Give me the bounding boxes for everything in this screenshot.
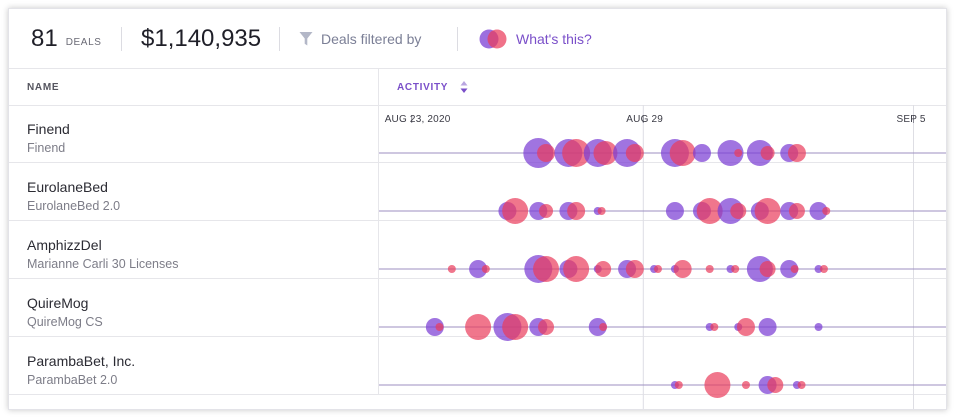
- deal-subtitle: ParambaBet 2.0: [27, 373, 118, 387]
- deal-count-group: 81 DEALS: [31, 9, 102, 68]
- activity-bubble-red: [730, 203, 747, 219]
- activity-bubble-red: [481, 265, 490, 273]
- deal-name[interactable]: Finend: [27, 121, 70, 137]
- deal-name[interactable]: EurolaneBed: [27, 179, 108, 195]
- deal-subtitle: QuireMog CS: [27, 315, 103, 329]
- activity-bubble-purple: [469, 260, 488, 278]
- activity-bubble-red: [797, 381, 806, 389]
- deal-row[interactable]: EurolaneBed EurolaneBed 2.0: [9, 163, 946, 221]
- filter-button[interactable]: Deals filtered by: [299, 9, 421, 68]
- deal-name-cell[interactable]: Finend Finend: [9, 105, 379, 162]
- activity-bubble-red: [625, 260, 644, 278]
- activity-bubble-purple: [588, 318, 607, 336]
- activity-timeline: AUG 23, 2020 AUG 29 SEP 5: [379, 105, 946, 409]
- activity-bubble-red: [593, 141, 618, 165]
- activity-bubble-red: [563, 256, 590, 282]
- activity-bubble-purple: [780, 260, 799, 278]
- activity-bubble-red: [447, 265, 456, 273]
- date-label: AUG 23, 2020: [385, 114, 451, 125]
- activity-bubble-red: [674, 381, 683, 389]
- deal-row[interactable]: ParambaBet, Inc. ParambaBet 2.0: [9, 337, 946, 395]
- activity-bubble-red: [734, 149, 743, 157]
- activity-bubble-red: [736, 318, 755, 336]
- activity-bubble-red: [567, 202, 586, 220]
- deal-name-cell[interactable]: EurolaneBed EurolaneBed 2.0: [9, 163, 379, 220]
- activity-bubble-red: [465, 314, 492, 340]
- activity-column-header[interactable]: ACTIVITY: [379, 68, 946, 106]
- activity-bubble-purple: [814, 323, 823, 331]
- whats-this-link[interactable]: What's this?: [478, 9, 592, 68]
- activity-bubble-purple: [758, 318, 777, 336]
- deal-name[interactable]: AmphizzDel: [27, 237, 102, 253]
- total-value-group: $1,140,935: [141, 9, 261, 68]
- activity-bubble-red: [710, 323, 719, 331]
- activity-bubble-red: [625, 144, 644, 162]
- deal-name-cell[interactable]: ParambaBet, Inc. ParambaBet 2.0: [9, 337, 379, 394]
- deal-name-cell[interactable]: QuireMog QuireMog CS: [9, 279, 379, 336]
- activity-bubble-purple: [692, 144, 711, 162]
- deal-subtitle: Finend: [27, 141, 66, 155]
- deals-panel: 81 DEALS $1,140,935 Deals filtered by Wh…: [8, 8, 947, 410]
- activity-bubble-red: [597, 207, 606, 215]
- activity-bubble-red: [533, 256, 560, 282]
- activity-bubble-red: [595, 261, 612, 277]
- activity-bubble-red: [731, 265, 740, 273]
- whats-this-label: What's this?: [516, 30, 592, 47]
- activity-bubble-red: [704, 372, 731, 398]
- deal-row[interactable]: Finend Finend: [9, 105, 946, 163]
- divider: [121, 27, 122, 51]
- deal-name-cell[interactable]: AmphizzDel Marianne Carli 30 Licenses: [9, 221, 379, 278]
- activity-bubble-red: [705, 265, 714, 273]
- activity-bubble-red: [741, 381, 750, 389]
- activity-bubble-red: [669, 140, 696, 166]
- divider: [279, 27, 280, 51]
- activity-bubble-purple: [717, 140, 744, 166]
- activity-bubble-red: [673, 260, 692, 278]
- deal-subtitle: EurolaneBed 2.0: [27, 199, 121, 213]
- activity-bubble-purple: [425, 318, 444, 336]
- activity-bubble-red: [822, 207, 831, 215]
- deal-name[interactable]: QuireMog: [27, 295, 89, 311]
- activity-bubble-red: [502, 198, 529, 224]
- bubbles-legend-icon: [479, 29, 507, 48]
- activity-bubble-red: [435, 323, 444, 331]
- activity-bubble-red: [760, 146, 775, 160]
- activity-bubble-red: [790, 265, 799, 273]
- divider: [457, 27, 458, 51]
- activity-bubble-red: [653, 265, 662, 273]
- deal-count: 81: [31, 24, 58, 52]
- activity-bubble-red: [562, 139, 591, 167]
- activity-bubble-red: [538, 319, 555, 335]
- deal-name[interactable]: ParambaBet, Inc.: [27, 353, 136, 369]
- name-column-header[interactable]: NAME: [9, 68, 379, 106]
- activity-bubble-red: [759, 261, 776, 277]
- filter-label: Deals filtered by: [321, 30, 422, 47]
- activity-bubble-red: [767, 377, 784, 393]
- activity-bubble-red: [787, 144, 806, 162]
- summary-bar: 81 DEALS $1,140,935 Deals filtered by Wh…: [9, 9, 946, 69]
- date-label: SEP 5: [897, 114, 926, 125]
- filter-icon: [299, 31, 313, 45]
- activity-bubble-red: [537, 144, 556, 162]
- sort-icon[interactable]: [460, 80, 468, 94]
- activity-bubble-red: [819, 265, 828, 273]
- activity-bubble-purple: [809, 202, 828, 220]
- total-value: $1,140,935: [141, 24, 262, 52]
- deal-row[interactable]: AmphizzDel Marianne Carli 30 Licenses: [9, 221, 946, 279]
- activity-bubble-red: [502, 314, 529, 340]
- deals-label: DEALS: [65, 37, 102, 48]
- activity-header-label: ACTIVITY: [397, 82, 449, 93]
- deal-subtitle: Marianne Carli 30 Licenses: [27, 257, 179, 271]
- activity-bubble-purple: [665, 202, 684, 220]
- name-header-label: NAME: [27, 82, 60, 93]
- activity-bubble-red: [539, 204, 554, 218]
- activity-bubble-red: [788, 203, 805, 219]
- activity-bubble-red: [599, 323, 608, 331]
- activity-bubble-red: [696, 198, 723, 224]
- date-label: AUG 29: [626, 114, 663, 125]
- activity-bubble-red: [754, 198, 781, 224]
